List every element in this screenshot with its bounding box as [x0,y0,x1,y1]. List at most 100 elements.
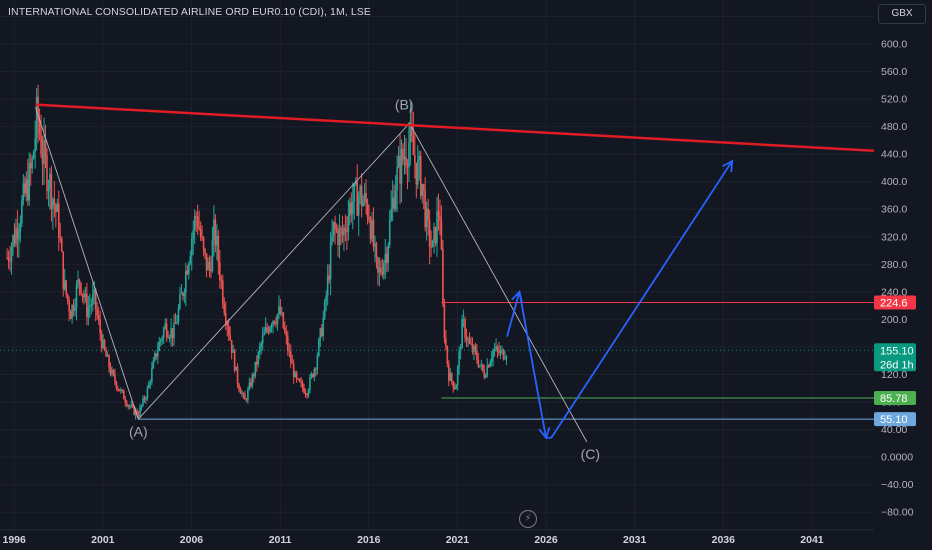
candle-body [84,293,87,298]
candle-body [408,142,410,168]
candle-body [502,349,505,359]
currency-button[interactable]: GBX [878,4,926,24]
candle-body [347,216,350,233]
candle-body [326,275,329,296]
candle-body [193,216,196,231]
candle-body [236,366,239,385]
candle-body [318,339,320,356]
candle-body [164,323,166,329]
candle-body [65,280,67,295]
candle-body [276,314,279,324]
candle-body [349,202,351,217]
candle-body [180,293,183,295]
candle-body [230,340,233,353]
candle-body [219,262,221,281]
candle-body [470,343,472,345]
candle-body [185,270,187,293]
symbol-title: INTERNATIONAL CONSOLIDATED AIRLINE ORD E… [8,6,371,18]
candle-body [96,309,99,316]
candle-body [263,332,265,336]
candle-body [356,181,359,216]
candle-body [479,365,481,367]
candle-body [458,350,460,367]
candle-body [103,340,106,350]
candle-body [391,197,394,209]
candle-body [366,203,369,217]
candle-body [192,230,195,239]
y-tick-label: 600.0 [881,39,907,51]
y-tick-label: −80.00 [881,507,914,519]
candle-body [344,227,347,232]
candle-body [390,208,393,221]
candle-body [59,237,62,239]
candle-body [493,349,496,351]
candle-body [111,370,113,375]
candle-body [331,235,333,243]
candle-body [393,197,395,209]
candle-body [18,231,20,240]
candle-body [298,378,301,382]
candle-body [22,183,25,201]
candle-body [439,215,441,221]
candle-body [148,382,150,389]
candle-body [131,405,134,407]
y-tick-label: 480.0 [881,121,907,133]
candle-body [168,337,171,339]
candle-body [255,361,258,365]
candle-body [309,377,311,391]
candle-body [207,262,209,271]
x-tick-label: 2011 [269,534,292,546]
candle-body [411,124,413,137]
candle-body [80,282,82,294]
candle-body [159,339,162,342]
candle-body [229,334,231,341]
wave-label: (B) [395,96,414,112]
candle-body [114,374,116,382]
candle-body [188,263,190,274]
candle-body [155,353,158,357]
candle-body [275,323,277,325]
candle-body [359,186,361,198]
candle-body [71,305,73,319]
candle-body [151,368,153,382]
candle-body [363,193,366,201]
candle-body [57,203,60,238]
candle-body [250,382,252,387]
candle-body [414,154,416,163]
candle-body [87,306,90,318]
candle-body [375,243,378,258]
candle-body [431,240,434,248]
candle-body [40,133,42,155]
candle-body [83,294,85,298]
wave-line [35,107,139,420]
candle-body [369,220,372,239]
candle-body [481,364,484,371]
price-candles [6,84,508,420]
candle-body [257,352,260,365]
candle-body [294,372,296,378]
candle-body [480,364,483,366]
candle-body [453,387,456,390]
lightning-icon[interactable]: ⚡ [519,510,537,528]
candle-body [428,220,431,247]
candle-body [117,388,119,390]
candle-body [322,317,325,336]
candle-body [37,96,39,120]
candle-body [43,139,45,165]
candle-body [56,203,59,212]
candle-body [90,304,93,306]
candle-body [145,398,147,400]
candle-body [6,257,8,259]
x-tick-label: 2031 [623,534,647,546]
x-tick-label: 2006 [180,534,204,546]
candle-body [325,295,327,301]
candle-body [32,151,35,159]
candle-body [394,190,397,209]
y-tick-label: 400.0 [881,176,907,188]
candle-body [217,236,220,263]
candle-body [297,378,299,380]
candle-body [450,373,453,382]
candle-body [455,384,458,390]
candle-body [286,336,289,351]
